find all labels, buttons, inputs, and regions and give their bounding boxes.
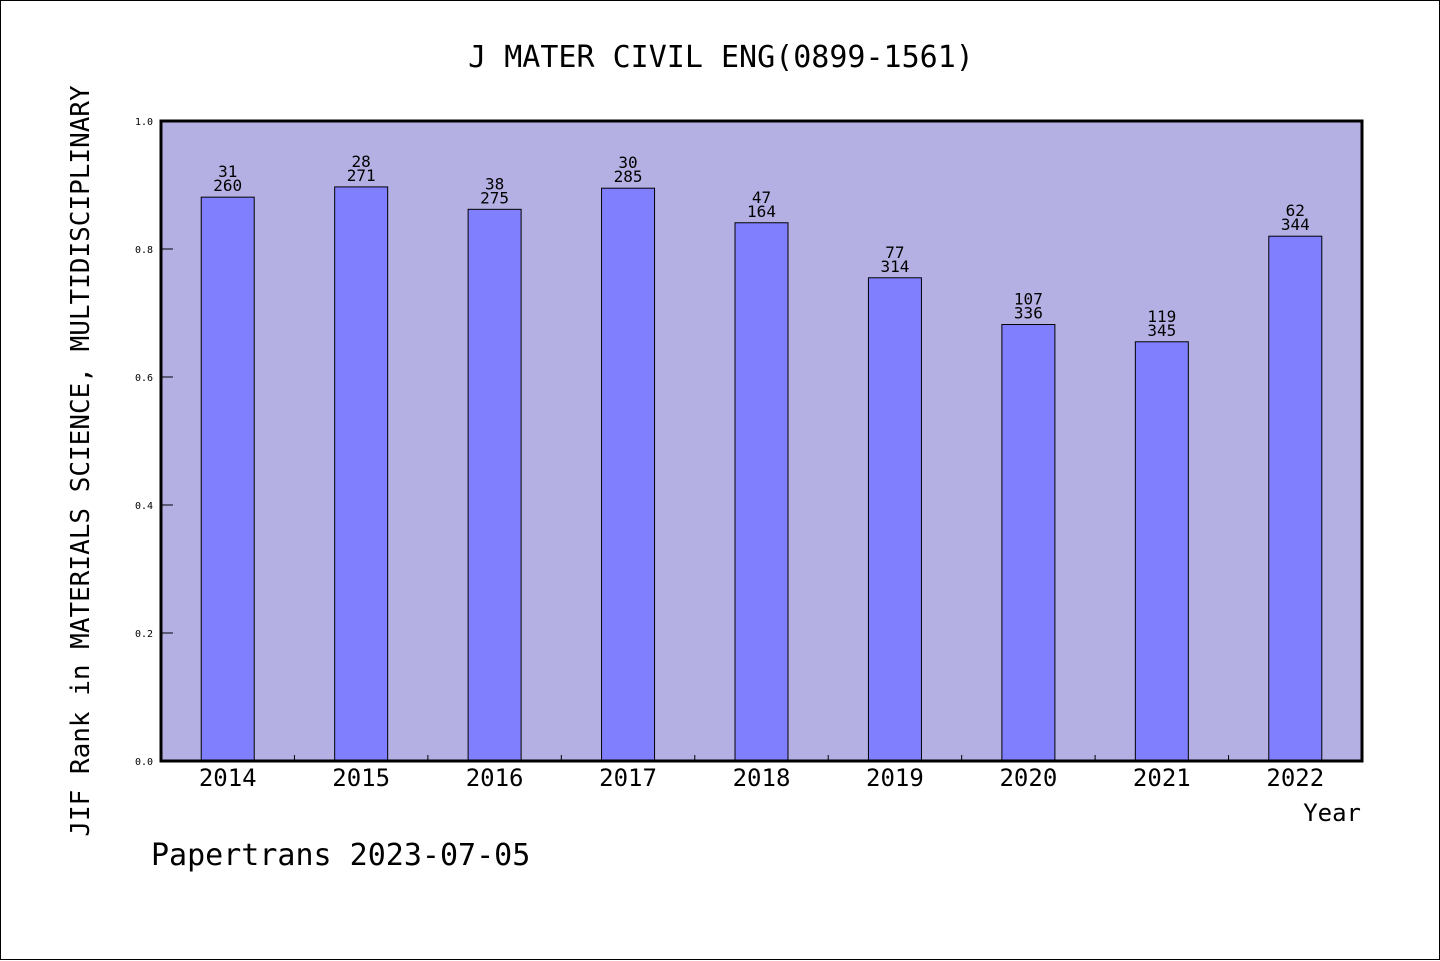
bar-rank-label: 30 [618, 153, 637, 172]
bar-rank-label: 107 [1014, 290, 1043, 309]
bar-total-label: 164 [747, 202, 776, 221]
y-tick-label: 0.0 [135, 757, 153, 768]
bar [467, 208, 522, 762]
x-tick-label: 2021 [1133, 764, 1191, 792]
x-tick-label: 2017 [599, 764, 657, 792]
y-tick-label: 0.4 [135, 501, 153, 512]
bar-rank-label: 38 [485, 174, 504, 193]
bar [1134, 341, 1189, 762]
x-axis: 2014 2015 2016 2017 2018 2019 2020 2021 2022 [199, 755, 1324, 792]
bar [601, 187, 656, 762]
x-tick-label: 2018 [733, 764, 791, 792]
y-tick-label: 0.6 [135, 373, 153, 384]
x-axis-label: Year [1303, 799, 1361, 827]
bar-rank-label: 28 [352, 152, 371, 171]
bar [1268, 235, 1323, 762]
bar-rank-label: 119 [1147, 307, 1176, 326]
bar-rank-label: 47 [752, 188, 771, 207]
chart-title: J MATER CIVIL ENG(0899-1561) [468, 40, 974, 75]
bar-total-label: 260 [213, 176, 242, 195]
bar-total-label: 314 [880, 257, 909, 276]
bar-total-label: 345 [1147, 321, 1176, 340]
bar-total-label: 271 [347, 166, 376, 185]
footer-text: Papertrans 2023-07-05 [151, 838, 530, 873]
x-tick-label: 2022 [1266, 764, 1324, 792]
bar-rank-label: 77 [885, 243, 904, 262]
bar [734, 222, 789, 762]
y-tick-label: 0.2 [135, 629, 153, 640]
bar-total-label: 275 [480, 188, 509, 207]
x-tick-label: 2020 [999, 764, 1057, 792]
x-tick-label: 2016 [466, 764, 524, 792]
x-tick-label: 2014 [199, 764, 257, 792]
y-tick-label: 0.8 [135, 245, 153, 256]
bar [200, 196, 255, 762]
x-tick-label: 2019 [866, 764, 924, 792]
bar-rank-label: 31 [218, 162, 237, 181]
bar [334, 186, 389, 762]
bar [1001, 324, 1056, 762]
y-tick-label: 1.0 [135, 117, 153, 128]
bar-rank-label: 62 [1286, 201, 1305, 220]
bar-total-label: 344 [1281, 215, 1310, 234]
plot-border [159, 119, 1364, 763]
y-axis-label: JIF Rank in MATERIALS SCIENCE, MULTIDISC… [66, 85, 96, 837]
x-tick-label: 2015 [332, 764, 390, 792]
bar-total-label: 285 [614, 167, 643, 186]
bar [867, 277, 922, 762]
bar-total-label: 336 [1014, 304, 1043, 323]
